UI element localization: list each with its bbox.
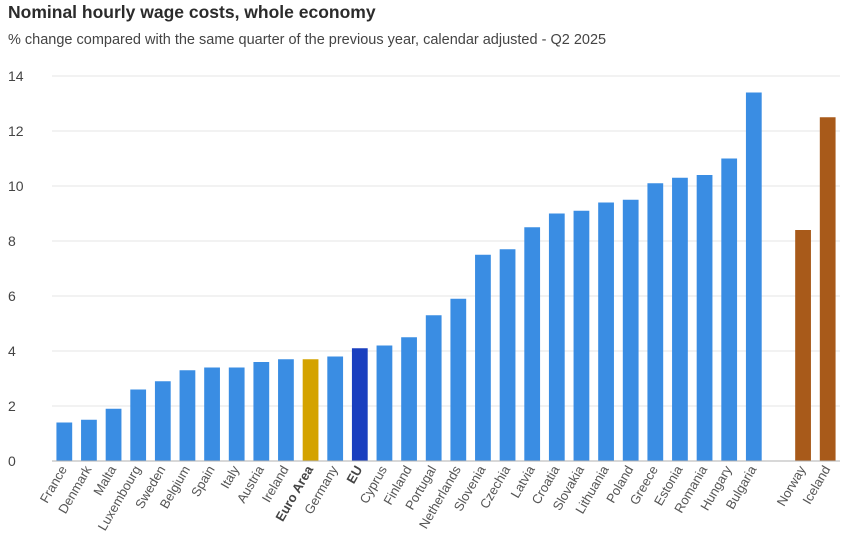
bar-croatia: [548, 213, 565, 461]
y-tick-label: 0: [8, 453, 16, 469]
y-tick-label: 4: [8, 343, 16, 359]
bar-romania: [696, 175, 713, 461]
bar-ireland: [278, 359, 294, 461]
y-tick-label: 6: [8, 288, 16, 304]
bar-finland: [401, 337, 417, 461]
x-tick-label: Spain: [188, 463, 218, 499]
bar-latvia: [524, 227, 541, 461]
bar-sweden: [154, 381, 171, 461]
bar-iceland: [819, 117, 836, 461]
bar-hungary: [721, 158, 738, 461]
bar-germany: [327, 356, 344, 461]
chart-title: Nominal hourly wage costs, whole economy: [8, 2, 376, 22]
bar-luxembourg: [130, 389, 147, 461]
bar-portugal: [425, 315, 442, 461]
x-axis-ticks: FranceDenmarkMaltaLuxembourgSwedenBelgiu…: [37, 462, 834, 533]
bar-lithuania: [598, 202, 614, 461]
bar-austria: [253, 362, 270, 461]
bar-bulgaria: [745, 92, 762, 461]
bar-denmark: [81, 419, 97, 461]
bar-malta: [105, 408, 122, 461]
y-tick-label: 14: [8, 68, 24, 84]
bar-poland: [622, 199, 639, 461]
y-tick-label: 8: [8, 233, 16, 249]
x-tick-label: EU: [343, 463, 365, 486]
bars: [56, 92, 836, 461]
bar-spain: [204, 367, 220, 461]
bar-slovakia: [573, 210, 590, 461]
y-tick-label: 10: [8, 178, 24, 194]
bar-estonia: [672, 177, 688, 461]
bar-italy: [228, 367, 245, 461]
bar-france: [56, 422, 73, 461]
y-axis-ticks: 0 2 4 6 8 10 12 14: [8, 68, 24, 469]
bar-czechia: [499, 249, 516, 461]
bar-eu: [351, 348, 368, 461]
bar-euro-area: [302, 359, 319, 461]
y-tick-label: 2: [8, 398, 16, 414]
bar-greece: [647, 183, 664, 461]
y-tick-label: 12: [8, 123, 24, 139]
bar-netherlands: [450, 298, 467, 461]
bar-belgium: [179, 370, 196, 461]
bar-slovenia: [475, 254, 491, 461]
bar-norway: [795, 230, 811, 461]
bar-cyprus: [376, 345, 393, 461]
x-tick-label: Italy: [217, 463, 242, 492]
chart-subtitle: % change compared with the same quarter …: [8, 32, 607, 48]
